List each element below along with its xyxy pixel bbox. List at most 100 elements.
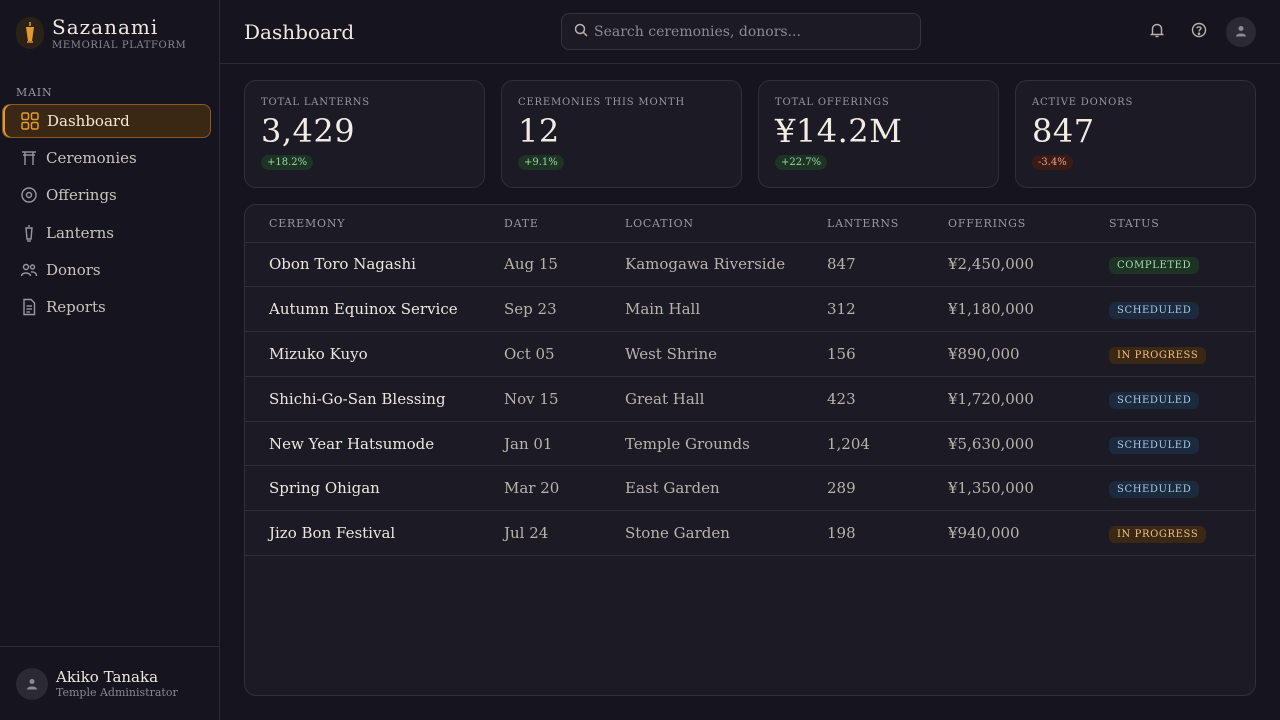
column-header-lanterns[interactable]: LANTERNS: [827, 205, 948, 243]
cell-lanterns: 156: [827, 331, 948, 377]
cell-date: Mar 20: [504, 465, 625, 512]
ceremonies-table: CEREMONY DATE LOCATION LANTERNS OFFERING…: [244, 204, 1256, 696]
table-row[interactable]: New Year Hatsumode Jan 01 Temple Grounds…: [245, 421, 1255, 467]
cell-offerings: ¥890,000: [948, 331, 1109, 377]
notification-button[interactable]: [1143, 18, 1171, 46]
brand-name: Sazanami: [52, 15, 159, 39]
stat-card-lanterns: TOTAL LANTERNS 3,429 +18.2%: [244, 80, 485, 188]
bell-icon: [1149, 22, 1165, 42]
cell-offerings: ¥1,180,000: [948, 286, 1109, 333]
stat-label: TOTAL OFFERINGS: [775, 97, 890, 108]
user-icon: [1234, 23, 1248, 42]
sidebar-item-label: Lanterns: [46, 223, 114, 242]
search-icon: [574, 22, 588, 41]
sidebar-nav: Dashboard Ceremonies Offerings Lanterns …: [2, 104, 211, 327]
cell-status: SCHEDULED: [1109, 465, 1255, 512]
cell-ceremony: Jizo Bon Festival: [245, 510, 504, 557]
cell-lanterns: 1,204: [827, 421, 948, 467]
status-badge: SCHEDULED: [1109, 481, 1200, 499]
stat-label: CEREMONIES THIS MONTH: [518, 97, 685, 108]
table-row[interactable]: Mizuko Kuyo Oct 05 West Shrine 156 ¥890,…: [245, 331, 1255, 377]
cell-location: Kamogawa Riverside: [625, 242, 827, 288]
cell-ceremony: Shichi-Go-San Blessing: [245, 376, 504, 422]
cell-location: Temple Grounds: [625, 421, 827, 467]
lantern-icon: [19, 223, 39, 243]
sidebar-item-label: Dashboard: [47, 112, 130, 130]
stat-value: 847: [1032, 112, 1095, 150]
cell-status: SCHEDULED: [1109, 376, 1255, 422]
cell-location: Stone Garden: [625, 510, 827, 557]
cell-date: Sep 23: [504, 286, 625, 333]
cell-ceremony: Mizuko Kuyo: [245, 331, 504, 377]
search-box[interactable]: [561, 13, 921, 50]
account-button[interactable]: [1226, 17, 1256, 47]
column-header-ceremony[interactable]: CEREMONY: [245, 205, 504, 243]
status-badge: COMPLETED: [1109, 257, 1200, 275]
cell-ceremony: New Year Hatsumode: [245, 421, 504, 467]
status-badge: IN PROGRESS: [1109, 346, 1207, 364]
cell-location: East Garden: [625, 465, 827, 512]
stat-value: 12: [518, 112, 560, 150]
sidebar-item-label: Donors: [46, 260, 101, 279]
cell-status: COMPLETED: [1109, 242, 1255, 288]
sidebar: Sazanami MEMORIAL PLATFORM MAIN Dashboar…: [0, 0, 220, 720]
cell-lanterns: 312: [827, 286, 948, 333]
sidebar-item-reports[interactable]: Reports: [2, 290, 211, 324]
status-badge: SCHEDULED: [1109, 436, 1200, 454]
torii-icon: [19, 148, 39, 168]
sidebar-item-donors[interactable]: Donors: [2, 253, 211, 287]
table-row[interactable]: Spring Ohigan Mar 20 East Garden 289 ¥1,…: [245, 465, 1255, 512]
status-badge: SCHEDULED: [1109, 391, 1200, 409]
cell-lanterns: 423: [827, 376, 948, 422]
table-row[interactable]: Autumn Equinox Service Sep 23 Main Hall …: [245, 286, 1255, 333]
cell-lanterns: 289: [827, 465, 948, 512]
cell-status: IN PROGRESS: [1109, 331, 1255, 377]
cell-status: IN PROGRESS: [1109, 510, 1255, 557]
cell-offerings: ¥5,630,000: [948, 421, 1109, 467]
column-header-date[interactable]: DATE: [504, 205, 625, 243]
search-input[interactable]: [594, 23, 894, 40]
cell-lanterns: 847: [827, 242, 948, 288]
table-header-row: CEREMONY DATE LOCATION LANTERNS OFFERING…: [245, 205, 1255, 243]
brand[interactable]: Sazanami MEMORIAL PLATFORM: [16, 14, 186, 52]
cell-lanterns: 198: [827, 510, 948, 557]
sidebar-item-label: Offerings: [46, 186, 117, 205]
user-profile[interactable]: Akiko Tanaka Temple Administrator: [0, 646, 219, 720]
table-row[interactable]: Obon Toro Nagashi Aug 15 Kamogawa Rivers…: [245, 242, 1255, 288]
cell-date: Oct 05: [504, 331, 625, 377]
column-header-location[interactable]: LOCATION: [625, 205, 827, 243]
stat-change-badge: +9.1%: [518, 155, 564, 170]
stat-value: ¥14.2M: [775, 112, 903, 150]
sidebar-item-ceremonies[interactable]: Ceremonies: [2, 141, 211, 175]
brand-subtitle: MEMORIAL PLATFORM: [52, 40, 187, 51]
stat-label: ACTIVE DONORS: [1032, 97, 1134, 108]
cell-date: Jul 24: [504, 510, 625, 557]
sidebar-item-lanterns[interactable]: Lanterns: [2, 216, 211, 250]
stat-change-badge: +22.7%: [775, 155, 828, 170]
help-button[interactable]: [1185, 18, 1213, 46]
cell-ceremony: Obon Toro Nagashi: [245, 242, 504, 288]
cell-status: SCHEDULED: [1109, 421, 1255, 467]
column-header-offerings[interactable]: OFFERINGS: [948, 205, 1109, 243]
sidebar-item-label: Reports: [46, 297, 106, 316]
sidebar-item-dashboard[interactable]: Dashboard: [2, 104, 211, 138]
table-row[interactable]: Shichi-Go-San Blessing Nov 15 Great Hall…: [245, 376, 1255, 422]
lantern-logo-icon: [16, 17, 44, 49]
cell-status: SCHEDULED: [1109, 286, 1255, 333]
status-badge: IN PROGRESS: [1109, 526, 1207, 544]
stat-card-offerings: TOTAL OFFERINGS ¥14.2M +22.7%: [758, 80, 999, 188]
stat-value: 3,429: [261, 112, 356, 150]
cell-date: Jan 01: [504, 421, 625, 467]
page-title: Dashboard: [244, 20, 355, 44]
stat-card-donors: ACTIVE DONORS 847 -3.4%: [1015, 80, 1256, 188]
user-name: Akiko Tanaka: [56, 667, 159, 686]
column-header-status[interactable]: STATUS: [1109, 205, 1255, 243]
stat-card-ceremonies: CEREMONIES THIS MONTH 12 +9.1%: [501, 80, 742, 188]
sidebar-item-offerings[interactable]: Offerings: [2, 178, 211, 212]
avatar: [16, 667, 48, 700]
top-bar: Dashboard: [220, 0, 1280, 64]
stat-label: TOTAL LANTERNS: [261, 97, 370, 108]
table-row[interactable]: Jizo Bon Festival Jul 24 Stone Garden 19…: [245, 510, 1255, 557]
document-icon: [19, 297, 39, 317]
cell-offerings: ¥1,350,000: [948, 465, 1109, 512]
